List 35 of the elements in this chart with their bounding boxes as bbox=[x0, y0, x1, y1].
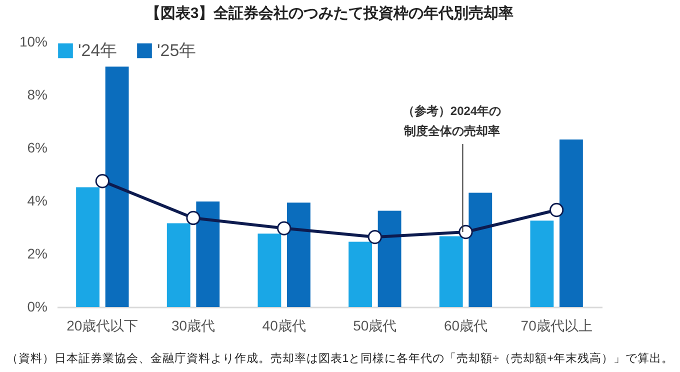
bar bbox=[287, 202, 310, 307]
legend-label: '25年 bbox=[157, 40, 196, 60]
y-tick-label: 6% bbox=[27, 140, 48, 156]
point bbox=[550, 202, 564, 218]
x-tick-label: 50歳代 bbox=[353, 318, 397, 334]
bar bbox=[439, 236, 463, 307]
x-tick-label: 60歳代 bbox=[444, 318, 488, 334]
y-tick-label: 10% bbox=[19, 34, 48, 50]
bar bbox=[560, 140, 583, 307]
bar bbox=[76, 187, 100, 307]
legend-label: '24年 bbox=[78, 40, 118, 60]
point bbox=[368, 230, 382, 244]
x-tick-label: 20歳代以下 bbox=[66, 318, 138, 334]
x-tick-label: 70歳代以上 bbox=[520, 318, 592, 334]
y-tick-label: 0% bbox=[27, 298, 48, 314]
bar bbox=[166, 223, 190, 307]
bar bbox=[378, 210, 402, 307]
text: （資料）日本証券業協会、金融庁資料より作成。売却率は図表1と同様に各年代の「売却額÷（売却額+年末残高）」で算出。 bbox=[5, 351, 675, 366]
bar bbox=[196, 202, 220, 307]
y-tick-label: 4% bbox=[27, 192, 48, 208]
point bbox=[95, 174, 110, 188]
x-tick-label: 40歳代 bbox=[262, 318, 306, 334]
bar bbox=[468, 192, 492, 307]
chart-title: 【図表3】全証券会社のつみたて投資枠の年代別売却率 bbox=[145, 4, 514, 22]
bar bbox=[258, 234, 282, 307]
bar bbox=[348, 242, 372, 307]
bar bbox=[105, 66, 129, 307]
x-tick-label: 30歳代 bbox=[171, 318, 216, 334]
annotation: （参考）2024年の制度全体の売却率 bbox=[402, 104, 502, 138]
point bbox=[186, 210, 200, 226]
point bbox=[277, 221, 292, 236]
y-tick-label: 2% bbox=[27, 246, 48, 262]
y-tick-label: 8% bbox=[27, 86, 48, 102]
point bbox=[458, 224, 473, 240]
bar bbox=[530, 220, 554, 307]
